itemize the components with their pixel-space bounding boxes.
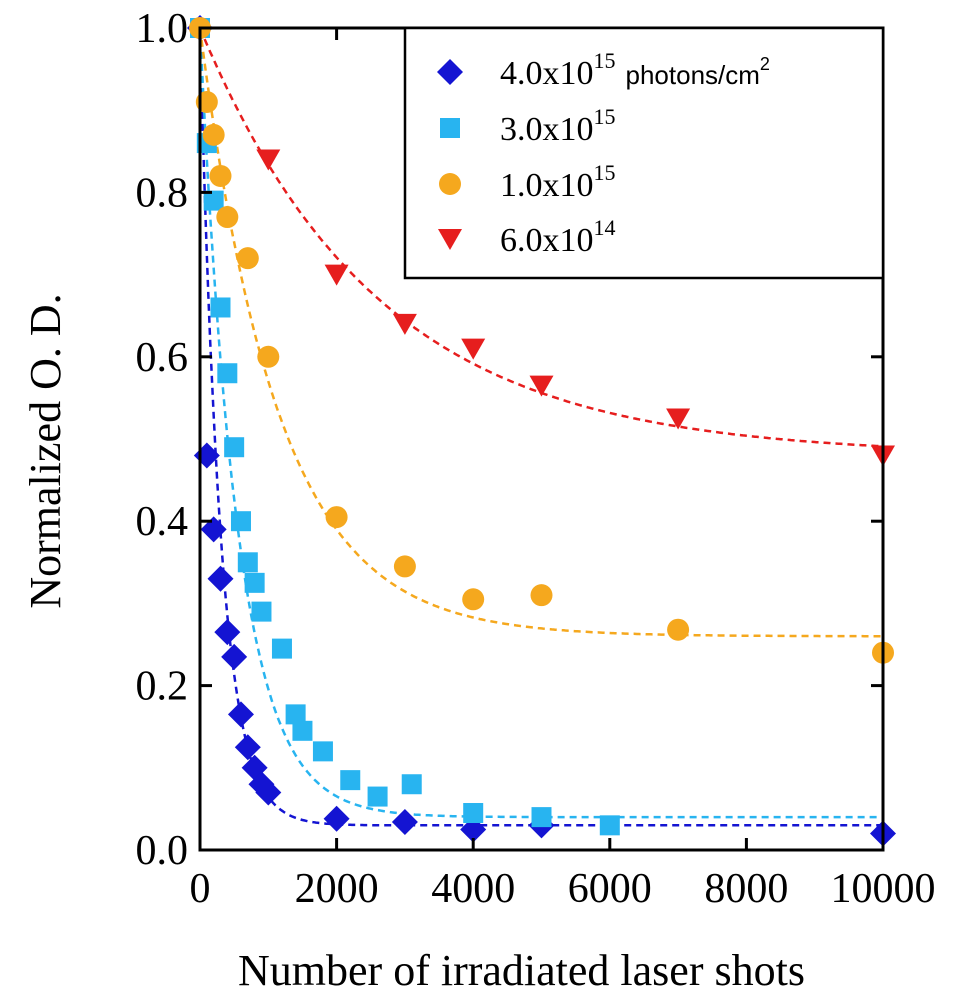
data-point-series-2 [325, 506, 348, 529]
data-point-series-1 [230, 511, 251, 532]
data-point-series-1 [244, 572, 265, 593]
x-tick-label: 10000 [831, 866, 936, 912]
data-point-series-1 [463, 803, 484, 824]
legend-label-base: 6.0x10 [500, 222, 594, 259]
data-point-series-1 [224, 437, 245, 458]
data-point-series-3 [256, 149, 281, 171]
legend-label-exponent: 15 [594, 104, 616, 129]
data-point-series-2 [530, 584, 553, 607]
x-tick-label: 4000 [431, 866, 515, 912]
data-point-series-0 [323, 805, 350, 832]
data-point-series-2 [667, 618, 690, 641]
data-point-series-1 [292, 720, 313, 741]
legend-marker-series-2 [439, 173, 461, 195]
legend-label-exponent: 15 [594, 48, 616, 73]
data-point-series-3 [324, 264, 349, 286]
data-point-series-2 [202, 123, 225, 146]
data-point-series-2 [257, 345, 280, 368]
data-point-series-1 [599, 815, 620, 836]
y-tick-label: 0.6 [136, 335, 189, 381]
data-point-series-0 [227, 701, 254, 728]
data-point-series-0 [200, 516, 227, 543]
data-point-series-2 [462, 588, 485, 611]
legend: 4.0x1015 photons/cm23.0x10151.0x10156.0x1… [403, 26, 885, 280]
data-point-series-1 [271, 638, 292, 659]
x-tick-label: 8000 [704, 866, 788, 912]
legend-label-exponent: 15 [594, 160, 616, 185]
x-tick-label: 6000 [568, 866, 652, 912]
y-axis-label: Normalized O. D. [21, 293, 70, 608]
y-tick-label: 0.2 [136, 664, 189, 710]
data-point-series-3 [666, 408, 691, 430]
data-point-series-2 [209, 164, 232, 187]
legend-label-series-2: 1.0x1015 [500, 160, 616, 204]
legend-label-base: 3.0x10 [500, 111, 594, 148]
series-3-markers [256, 149, 895, 467]
data-point-series-1 [217, 363, 238, 384]
data-point-series-0 [255, 779, 282, 806]
data-point-series-1 [237, 552, 258, 573]
data-point-series-0 [391, 809, 418, 836]
legend-box [403, 26, 885, 280]
data-point-series-2 [216, 206, 239, 229]
data-point-series-3 [461, 338, 486, 360]
data-point-series-1 [210, 297, 231, 318]
data-point-series-3 [529, 375, 554, 397]
data-point-series-0 [234, 734, 261, 761]
data-point-series-2 [393, 555, 416, 578]
series-2-markers [189, 17, 894, 664]
legend-unit-exponent: 2 [760, 54, 770, 74]
legend-label-base: 4.0x10 [500, 55, 594, 92]
legend-marker-series-1 [440, 118, 460, 138]
data-point-series-1 [340, 770, 361, 791]
legend-label-base: 1.0x10 [500, 167, 594, 204]
legend-marker-series-0 [437, 59, 463, 85]
data-point-series-0 [207, 565, 234, 592]
legend-unit: photons/cm [626, 60, 760, 90]
data-point-series-1 [203, 190, 224, 211]
data-point-series-1 [312, 741, 333, 762]
data-point-series-0 [241, 754, 268, 781]
x-tick-label: 0 [190, 866, 211, 912]
legend-label-series-0: 4.0x1015 photons/cm2 [500, 48, 770, 92]
data-point-series-2 [236, 247, 259, 270]
tick-labels: 0 2000 4000 6000 8000 10000 0.0 0.2 0.4 0.6 0.8 1.0 [136, 6, 936, 912]
y-tick-label: 0.8 [136, 170, 189, 216]
data-point-series-0 [221, 643, 248, 670]
x-axis-label: Number of irradiated laser shots [238, 946, 805, 995]
data-point-series-1 [531, 807, 552, 828]
data-point-series-1 [285, 704, 306, 725]
y-tick-label: 1.0 [136, 6, 189, 52]
data-point-series-3 [392, 313, 417, 335]
y-tick-label: 0.4 [136, 499, 189, 545]
legend-label-series-1: 3.0x1015 [500, 104, 616, 148]
data-point-series-0 [214, 619, 241, 646]
legend-label-series-3: 6.0x1014 [500, 215, 616, 259]
data-point-series-1 [251, 601, 272, 622]
legend-label-exponent: 14 [594, 215, 616, 240]
y-tick-label: 0.0 [136, 828, 189, 874]
data-point-series-1 [367, 786, 388, 807]
x-tick-label: 2000 [295, 866, 379, 912]
data-point-series-1 [401, 774, 422, 795]
legend-marker-series-3 [438, 229, 462, 250]
fit-curve-series-2 [198, 27, 883, 638]
